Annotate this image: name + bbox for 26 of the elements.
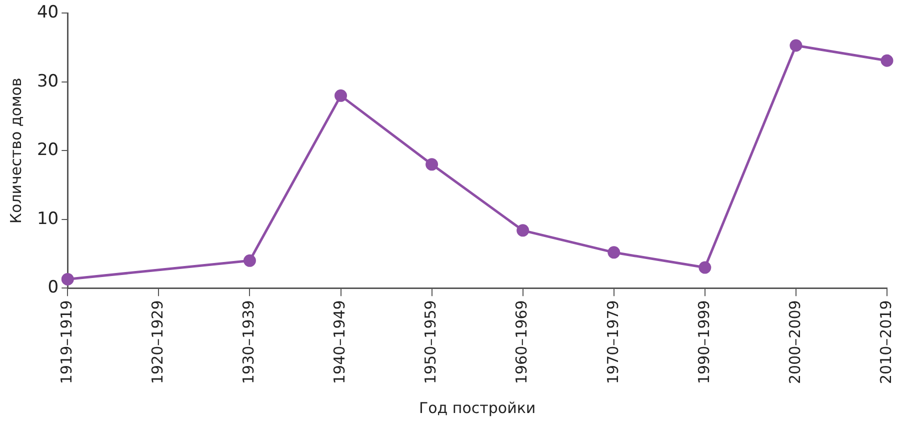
x-axis-title: Год постройки <box>418 398 536 417</box>
point <box>698 261 712 274</box>
point <box>880 54 894 67</box>
y-tick-label: 40 <box>36 2 59 23</box>
point <box>243 254 256 267</box>
point <box>334 89 348 102</box>
point <box>61 272 74 286</box>
x-tick-label: 1990–1999 <box>694 300 713 384</box>
point <box>426 158 438 171</box>
x-tick-label: 1919–1919 <box>58 300 76 384</box>
x-tick-label: 1960–1969 <box>512 300 531 384</box>
x-tick-label: 1930–1939 <box>240 300 258 384</box>
y-axis-title: Количество домов <box>6 78 25 224</box>
y-tick-label: 20 <box>36 140 59 160</box>
point <box>790 39 802 52</box>
y-tick-label: 30 <box>36 71 59 92</box>
x-tick-label: 1940–1949 <box>330 300 349 384</box>
x-tick-label: 1920–1929 <box>148 300 167 384</box>
x-tick-label: 2000–2009 <box>786 300 804 384</box>
y-tick-label: 0 <box>48 278 59 298</box>
point <box>608 246 620 259</box>
x-tick-label: 2010–2019 <box>876 300 895 384</box>
point <box>516 224 530 237</box>
y-tick-label: 10 <box>36 208 59 229</box>
x-tick-label: 1970–1979 <box>604 300 622 384</box>
x-tick-label: 1950–1959 <box>422 300 440 384</box>
